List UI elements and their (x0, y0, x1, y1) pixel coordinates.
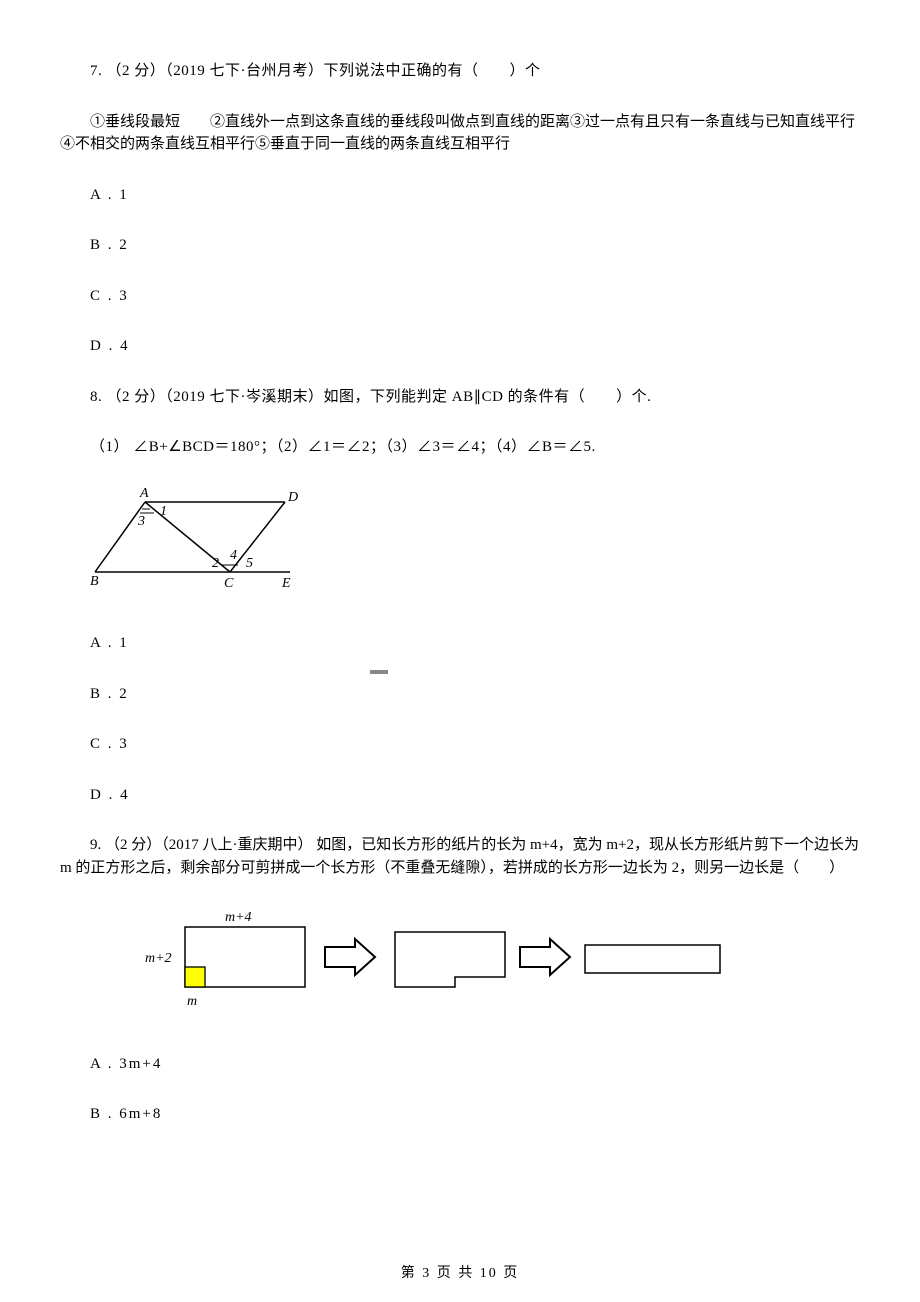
arrow-icon-1 (325, 939, 375, 975)
q9-label-left: m+2 (145, 951, 172, 966)
q8-num-1: 1 (160, 504, 167, 519)
q9-label-bottom: m (187, 994, 197, 1009)
q7-option-a: A . 1 (60, 184, 860, 207)
q9-figure: m+4 m+2 m (105, 907, 860, 1025)
q8-option-a: A . 1 (60, 632, 860, 655)
q9-option-a: A . 3m+4 (60, 1053, 860, 1076)
q7-option-c: C . 3 (60, 285, 860, 308)
q8-figure: A D B C E 1 3 2 4 5 (90, 487, 860, 605)
q8-label-E: E (281, 576, 291, 591)
q8-option-c: C . 3 (60, 733, 860, 756)
q7-option-d: D . 4 (60, 335, 860, 358)
q8-option-b: B . 2 (60, 683, 860, 706)
q8-label-C: C (224, 576, 234, 591)
watermark-dot (370, 670, 388, 674)
page-footer: 第 3 页 共 10 页 (0, 1263, 920, 1284)
q8-num-4: 4 (230, 548, 237, 563)
q8-header: 8. （2 分）（2019 七下·岑溪期末）如图，下列能判定 AB∥CD 的条件… (60, 386, 860, 409)
q8-label-B: B (90, 574, 99, 589)
q8-num-2: 2 (212, 556, 219, 571)
q8-label-D: D (287, 490, 298, 505)
q9-label-top: m+4 (225, 910, 252, 925)
q8-num-3: 3 (137, 514, 145, 529)
q9-header: 9. （2 分）（2017 八上·重庆期中） 如图，已知长方形的纸片的长为 m+… (60, 834, 860, 879)
q9-option-b: B . 6m+8 (60, 1103, 860, 1126)
q7-option-b: B . 2 (60, 234, 860, 257)
q8-label-A: A (139, 487, 149, 501)
arrow-icon-2 (520, 939, 570, 975)
q7-body: ①垂线段最短 ②直线外一点到这条直线的垂线段叫做点到直线的距离③过一点有且只有一… (60, 111, 860, 156)
q8-body: （1） ∠B+∠BCD＝180°；（2）∠1＝∠2；（3）∠3＝∠4；（4）∠B… (60, 436, 860, 459)
q8-option-d: D . 4 (60, 784, 860, 807)
q8-num-5: 5 (246, 556, 253, 571)
q7-header: 7. （2 分）（2019 七下·台州月考）下列说法中正确的有（ ）个 (60, 60, 860, 83)
